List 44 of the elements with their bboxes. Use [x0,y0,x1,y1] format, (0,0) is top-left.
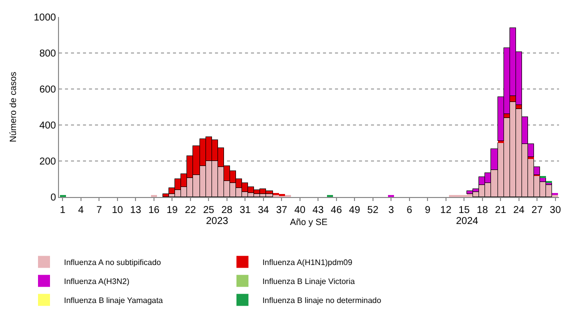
x-tick-label: 13 [130,205,142,216]
x-tick-label: 4 [78,205,84,216]
x-tick-label: 34 [258,205,270,216]
y-tick-label: 600 [39,84,56,96]
x-tick-label: 49 [349,205,361,216]
x-tick-label: 3 [388,205,394,216]
x-tick-label: 10 [112,205,124,216]
x-tick-label: 19 [166,205,178,216]
x-tick-label: 12 [440,205,452,216]
y-tick-label: 200 [39,156,56,168]
x-tick-label: 28 [221,205,233,216]
x-tick-label: 18 [476,205,488,216]
x-tick-label: 6 [406,205,413,216]
x-tick-label: 40 [294,205,306,216]
x-tick-label: 27 [532,205,544,216]
legend-label: Influenza A no subtipificado [64,258,162,268]
x-tick-label: 43 [312,205,324,216]
legend-label: Influenza B linaje no determinado [262,296,382,306]
x-tick-label: 15 [458,205,470,216]
x-tick-label: 31 [240,205,252,216]
x-axis-title: Año y SE [290,217,328,227]
x-tick-label: 30 [550,205,562,216]
x-tick-label: 22 [184,205,196,216]
text: 2024 [456,216,479,227]
x-tick-label: 24 [513,205,525,216]
x-tick-label: 9 [424,205,431,216]
legend-label: Influenza B linaje Yamagata [64,296,164,306]
x-tick-label: 16 [148,205,160,216]
x-tick-label: 7 [96,205,102,216]
legend-label: Influenza A(H1N1)pdm09 [262,258,353,268]
y-tick-label: 400 [39,120,56,132]
y-tick-label: 800 [39,48,56,60]
legend-label: Influenza A(H3N2) [64,277,130,286]
y-axis-title: Número de casos [8,71,18,142]
x-tick-label: 46 [330,205,342,216]
x-tick-label: 52 [367,205,379,216]
legend-label: Influenza B Linaje Victoria [262,277,356,286]
x-tick-label: 37 [276,205,288,216]
text: 2023 [206,216,229,227]
x-tick-label: 21 [495,205,507,216]
y-tick-label: 1000 [34,12,56,24]
x-tick-label: 1 [60,205,66,216]
x-tick-label: 25 [203,205,215,216]
y-tick-label: 0 [50,192,56,204]
